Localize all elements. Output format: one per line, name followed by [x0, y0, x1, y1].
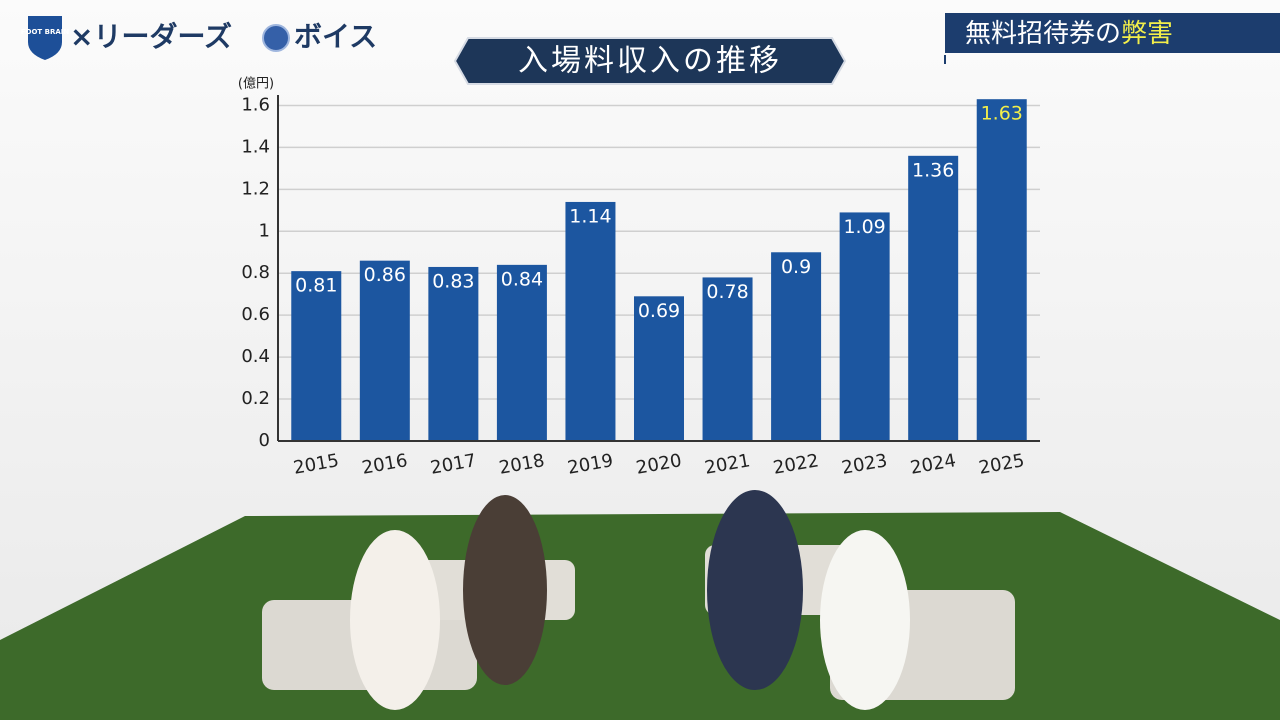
value-label: 0.83	[432, 270, 474, 292]
topic-banner: 無料招待券の弊害	[944, 13, 1280, 64]
topic-box	[945, 13, 1280, 53]
value-label: 1.09	[843, 216, 885, 238]
studio-set	[262, 490, 1015, 710]
bar	[428, 266, 479, 441]
y-tick-label: 1	[259, 220, 270, 241]
bar	[496, 264, 547, 441]
bar	[359, 260, 410, 441]
person	[707, 490, 803, 690]
y-tick-label: 1.2	[241, 178, 270, 199]
topic-highlight: 弊害	[1121, 19, 1173, 49]
y-tick-label: 0.4	[241, 346, 270, 367]
y-tick-label: 1.6	[241, 94, 270, 115]
chart-title: 入場料収入の推移	[518, 44, 782, 79]
value-label: 0.78	[706, 281, 748, 303]
value-label: 0.9	[781, 256, 811, 278]
value-label: 1.14	[569, 205, 611, 227]
topic-text: 無料招待券の弊害	[965, 19, 1173, 49]
bar	[771, 252, 822, 441]
emblem	[262, 24, 290, 52]
y-tick-label: 0.2	[241, 388, 270, 409]
person	[463, 495, 547, 685]
bar	[565, 201, 616, 441]
person	[350, 530, 440, 710]
y-tick-label: 1.4	[241, 136, 270, 157]
value-label: 1.36	[912, 159, 954, 181]
show-logo: FOOT BRAIN ×リーダーズ ボイス	[21, 16, 377, 60]
studio-floor	[0, 512, 1280, 720]
plot: 00.20.40.60.811.21.41.620150.8120160.862…	[241, 94, 1040, 479]
bar	[908, 155, 959, 441]
y-tick-label: 0.6	[241, 304, 270, 325]
y-tick-label: 0.8	[241, 262, 270, 283]
value-label: 0.69	[638, 300, 680, 322]
title-plate	[453, 37, 847, 85]
bar	[839, 212, 890, 441]
value-label: 0.84	[501, 268, 543, 290]
bar	[291, 271, 342, 441]
bar	[702, 277, 753, 441]
value-label: 0.86	[364, 264, 406, 286]
value-label: 0.81	[295, 275, 337, 297]
show-name: ボイス	[294, 20, 377, 53]
bar	[976, 99, 1027, 441]
person	[820, 530, 910, 710]
logo-shield	[28, 16, 62, 60]
show-name: ×リーダーズ	[70, 20, 232, 53]
y-axis-unit: (億円)	[238, 76, 274, 92]
chart-title-banner: 入場料収入の推移	[453, 37, 847, 85]
topic-part: 無料招待券の	[965, 19, 1121, 49]
logo-text: FOOT BRAIN	[21, 28, 70, 36]
y-tick-label: 0	[259, 430, 270, 451]
value-label: 1.63	[981, 103, 1023, 125]
bar	[634, 296, 684, 441]
